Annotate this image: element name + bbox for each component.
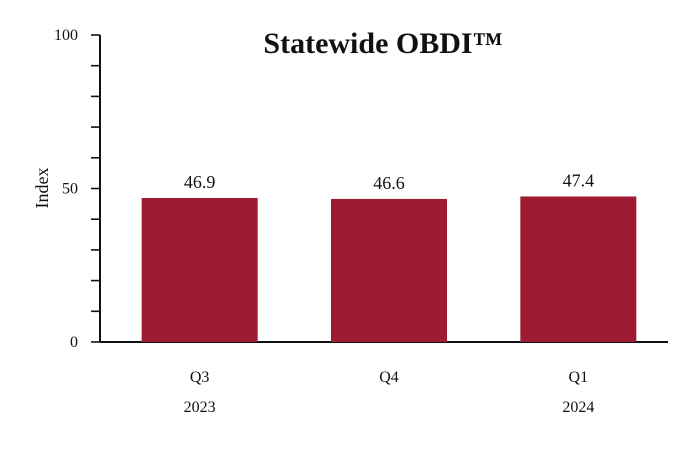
labels: 46.9 Q3 2023 46.6 Q4 47.4 Q1 2024 [184,170,595,416]
bar [520,196,637,342]
bars [141,196,637,342]
x-year-label: 2024 [562,399,594,416]
data-label: 46.9 [184,172,216,192]
y-tick-label: 50 [62,181,78,198]
x-year-label: 2023 [184,399,216,416]
x-tick-label: Q4 [379,369,399,386]
bar [141,198,258,342]
chart-title: Statewide OBDI™ [263,27,502,60]
y-tick-label: 0 [70,334,78,351]
x-tick-label: Q3 [190,369,210,386]
data-label: 47.4 [563,170,595,190]
data-label: 46.6 [373,173,405,193]
x-tick-label: Q1 [569,369,589,386]
y-tick-label: 100 [54,27,78,44]
bar [331,198,447,342]
y-axis-label: Index [32,168,52,209]
